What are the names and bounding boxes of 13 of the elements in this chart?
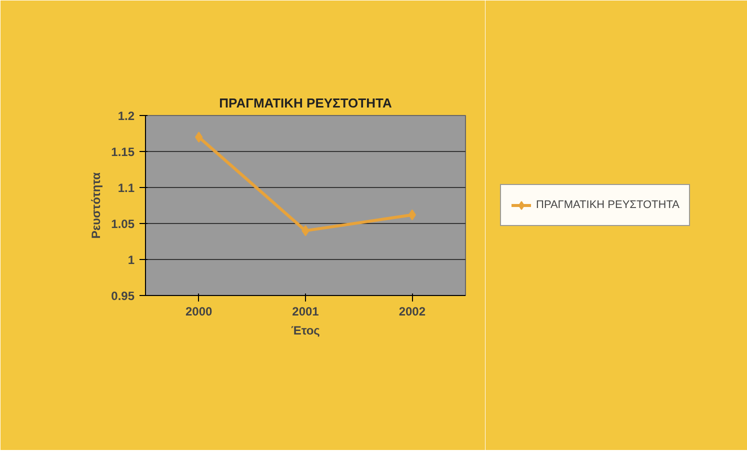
y-axis-title: Ρευστότητα (89, 172, 104, 239)
y-tick-label: 1.05 (111, 217, 135, 231)
x-tick-label: 2002 (398, 304, 426, 318)
y-tick-label: 1.2 (118, 109, 135, 123)
x-tick-label: 2000 (185, 304, 213, 318)
x-axis-title: Έτος (291, 324, 320, 338)
legend-label: ΠΡΑΓΜΑΤΙΚΗ ΡΕΥΣΤΟΤΗΤΑ (536, 199, 680, 211)
y-tick-label: 1.1 (118, 181, 135, 195)
chart-title: ΠΡΑΓΜΑΤΙΚΗ ΡΕΥΣΤΟΤΗΤΑ (219, 96, 392, 110)
y-tick-label: 1 (128, 253, 135, 267)
y-tick-label: 1.15 (111, 145, 135, 159)
y-tick-label: 0.95 (111, 289, 135, 303)
x-tick-label: 2001 (292, 304, 320, 318)
